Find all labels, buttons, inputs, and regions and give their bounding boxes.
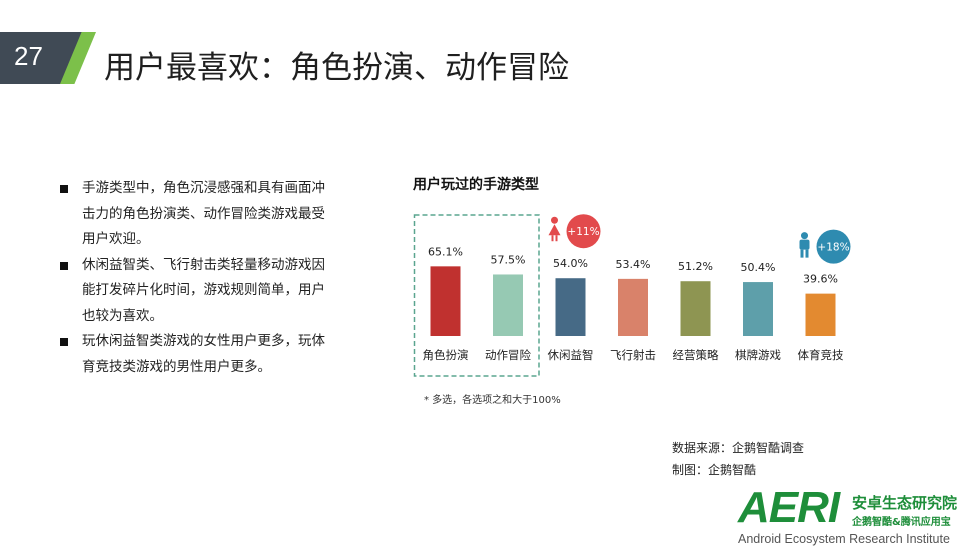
chart-bar xyxy=(805,293,836,336)
bar-value-label: 53.4% xyxy=(616,258,651,271)
category-label: 动作冒险 xyxy=(485,348,531,362)
growth-badge xyxy=(816,229,851,264)
chart-bar xyxy=(493,274,523,336)
bullet-text: 休闲益智类、飞行射击类轻量移动游戏因能打发碎片化时间，游戏规则简单，用户也较为喜… xyxy=(82,256,325,324)
male-leg-icon xyxy=(805,249,809,258)
bullet-square-icon xyxy=(60,261,68,270)
female-leg-icon xyxy=(551,235,554,242)
chart-bar xyxy=(743,282,773,336)
growth-badge-label: +18% xyxy=(817,242,849,254)
category-label: 棋牌游戏 xyxy=(735,348,781,362)
bar-value-label: 50.4% xyxy=(741,261,776,274)
highlight-box xyxy=(413,214,540,377)
logo-cn-sub: 企鹅智酷&腾讯应用宝 xyxy=(852,517,951,528)
bar-value-label: 39.6% xyxy=(803,273,838,286)
female-leg-icon xyxy=(555,235,558,242)
bar-value-label: 51.2% xyxy=(678,260,713,273)
category-label: 飞行射击 xyxy=(610,348,656,362)
category-label: 休闲益智 xyxy=(548,348,594,362)
growth-badge xyxy=(566,214,601,249)
bullet-item: 休闲益智类、飞行射击类轻量移动游戏因能打发碎片化时间，游戏规则简单，用户也较为喜… xyxy=(60,253,330,330)
chart-bar xyxy=(680,281,711,336)
data-source: 数据来源：企鹅智酷调查 xyxy=(672,441,805,455)
category-label: 经营策略 xyxy=(673,348,719,362)
bullet-item: 手游类型中，角色沉浸感强和具有画面冲击力的角色扮演类、动作冒险类游戏最受用户欢迎… xyxy=(60,176,330,253)
male-leg-icon xyxy=(800,249,804,258)
bar-value-label: 57.5% xyxy=(491,253,526,266)
slide-number: 27 xyxy=(14,41,43,71)
page-title: 用户最喜欢：角色扮演、动作冒险 xyxy=(104,50,569,86)
bar-chart: 65.1% 角色扮演 57.5% 动作冒险 54.0% 休闲益智 53.4% 飞行射击 51.2… xyxy=(413,214,851,377)
category-label: 角色扮演 xyxy=(423,348,469,362)
category-label: 体育竞技 xyxy=(798,348,844,362)
bar-value-label: 54.0% xyxy=(553,257,588,270)
bullet-text: 玩休闲益智类游戏的女性用户更多，玩体育竞技类游戏的男性用户更多。 xyxy=(82,333,325,375)
logo-en-name: Android Ecosystem Research Institute xyxy=(738,532,950,546)
male-head-icon xyxy=(801,232,808,240)
chart-footnote: * 多选，各选项之和大于100% xyxy=(424,395,561,406)
male-icon xyxy=(799,239,810,250)
chart-bar xyxy=(430,266,461,336)
female-head-icon xyxy=(551,216,558,224)
female-icon xyxy=(548,224,561,236)
logo-cn-name: 安卓生态研究院 xyxy=(852,494,958,512)
bullet-list: 手游类型中，角色沉浸感强和具有画面冲击力的角色扮演类、动作冒险类游戏最受用户欢迎… xyxy=(60,176,330,380)
growth-badge-label: +11% xyxy=(567,226,599,238)
bar-value-label: 65.1% xyxy=(428,245,463,258)
chart-bar xyxy=(618,278,648,336)
slide-number-badge: 27 xyxy=(0,32,84,84)
aeri-logo: AERI xyxy=(738,483,840,532)
chart-credit: 制图：企鹅智酷 xyxy=(672,463,757,477)
chart-bar xyxy=(555,278,586,336)
bullet-square-icon xyxy=(60,185,68,193)
bullet-text: 手游类型中，角色沉浸感强和具有画面冲击力的角色扮演类、动作冒险类游戏最受用户欢迎… xyxy=(82,180,325,247)
bullet-item: 玩休闲益智类游戏的女性用户更多，玩体育竞技类游戏的男性用户更多。 xyxy=(60,329,330,380)
chart-title: 用户玩过的手游类型 xyxy=(413,177,539,193)
bullet-square-icon xyxy=(60,338,68,346)
